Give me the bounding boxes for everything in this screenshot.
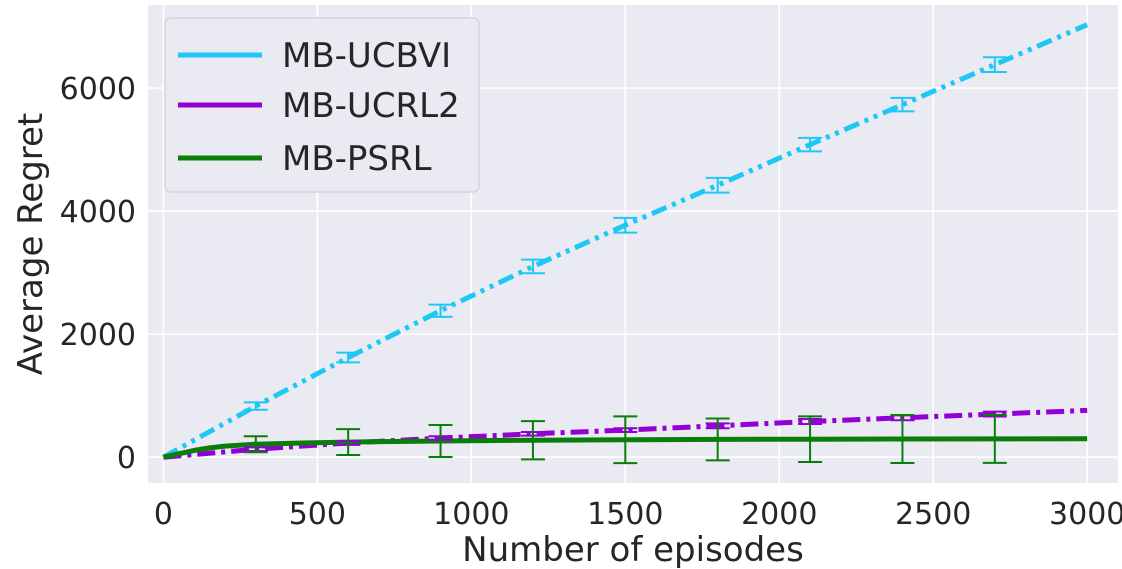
x-tick-label-0: 0 (154, 497, 173, 532)
y-tick-labels: 0 2000 4000 6000 (60, 72, 136, 476)
x-tick-label-1500: 1500 (587, 497, 663, 532)
error-bar-mb-psrl-900 (428, 424, 453, 459)
error-bar-mb-psrl-2100 (798, 415, 823, 463)
error-bar-mb-psrl-1200 (520, 420, 545, 461)
legend: MB-UCBVI MB-UCRL2 MB-PSRL (164, 17, 480, 193)
x-tick-label-2500: 2500 (895, 497, 971, 532)
x-tick-label-2000: 2000 (741, 497, 817, 532)
error-bar-mb-psrl-1800 (705, 417, 730, 462)
error-bar-mb-psrl-2700 (982, 413, 1007, 464)
error-bar-mb-ucbvi-600 (336, 351, 361, 364)
y-axis-label: Average Regret (11, 113, 51, 376)
legend-label-mb-ucbvi: MB-UCBVI (282, 36, 451, 76)
errorbar-layer (243, 56, 1007, 465)
x-tick-label-500: 500 (289, 497, 346, 532)
error-bar-mb-ucbvi-2100 (798, 136, 823, 153)
error-bar-mb-ucbvi-300 (243, 401, 268, 411)
y-tick-label-4000: 4000 (60, 195, 136, 230)
y-tick-label-6000: 6000 (60, 72, 136, 107)
error-bar-mb-psrl-600 (336, 428, 361, 457)
x-axis-label: Number of episodes (462, 530, 804, 569)
y-tick-label-0: 0 (117, 441, 136, 476)
error-bar-mb-ucbvi-1800 (705, 176, 730, 194)
y-tick-label-2000: 2000 (60, 318, 136, 353)
legend-label-mb-psrl: MB-PSRL (282, 139, 432, 179)
x-tick-labels: 0 500 1000 1500 2000 2500 3000 (154, 497, 1122, 532)
error-bar-mb-psrl-1500 (613, 415, 638, 465)
error-bar-mb-ucbvi-2400 (890, 96, 915, 113)
legend-frame (164, 17, 480, 193)
x-tick-label-1000: 1000 (433, 497, 509, 532)
error-bar-mb-ucbvi-1500 (613, 216, 638, 234)
error-bar-mb-ucbvi-2700 (982, 56, 1007, 74)
error-bar-mb-psrl-2400 (890, 414, 915, 465)
error-bar-mb-ucbvi-1200 (520, 258, 545, 275)
error-bar-mb-ucbvi-900 (428, 303, 453, 318)
legend-label-mb-ucrl2: MB-UCRL2 (282, 86, 460, 126)
error-bar-mb-psrl-300 (243, 435, 268, 454)
x-tick-label-3000: 3000 (1049, 497, 1122, 532)
series-line-mb-psrl (162, 436, 1088, 460)
